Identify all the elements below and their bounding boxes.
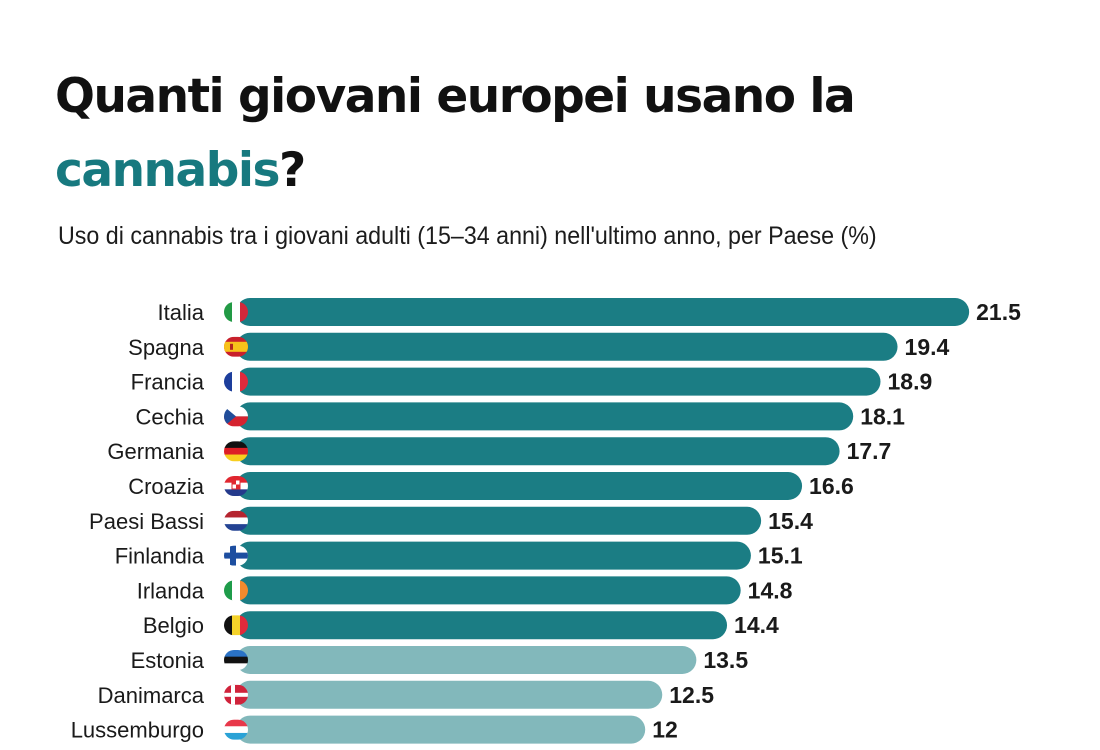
flag-luxembourg-icon: [224, 719, 248, 740]
value-label-irlanda: 14.8: [748, 577, 793, 603]
category-label-francia: Francia: [131, 370, 205, 395]
value-label-belgio: 14.4: [734, 612, 779, 638]
bar-danimarca: [236, 680, 663, 709]
category-label-irlanda: Irlanda: [137, 578, 205, 603]
value-label-finlandia: 15.1: [758, 543, 803, 569]
page-title: Quanti giovani europei usano la cannabis…: [55, 60, 856, 208]
bar-cechia: [236, 402, 854, 431]
flag-italy-icon: [224, 302, 248, 322]
value-label-germania: 17.7: [847, 438, 892, 464]
category-label-italia: Italia: [158, 300, 205, 325]
bar-lussemburgo: [236, 715, 646, 744]
flag-germany-icon: [224, 441, 248, 462]
bar-spagna: [236, 332, 898, 361]
bar-germania: [236, 437, 840, 466]
bar-irlanda: [236, 576, 741, 605]
title-line-1: Quanti giovani europei usano la: [55, 69, 856, 124]
value-label-estonia: 13.5: [703, 647, 748, 673]
category-label-estonia: Estonia: [131, 648, 205, 673]
value-label-lussemburgo: 12: [652, 717, 678, 743]
bar-italia: [236, 298, 970, 326]
value-label-francia: 18.9: [887, 369, 932, 395]
bar-finlandia: [236, 541, 751, 570]
flag-denmark-icon: [224, 684, 248, 705]
value-label-danimarca: 12.5: [669, 682, 714, 708]
category-label-cechia: Cechia: [136, 404, 205, 429]
bar-francia: [236, 367, 881, 396]
flag-finland-icon: [224, 545, 248, 566]
category-label-lussemburgo: Lussemburgo: [71, 718, 204, 743]
value-label-paesi-bassi: 15.4: [768, 508, 813, 534]
bar-estonia: [236, 646, 697, 674]
value-label-cechia: 18.1: [860, 403, 905, 429]
flag-france-icon: [224, 371, 248, 392]
value-label-italia: 21.5: [976, 299, 1021, 325]
title-end: ?: [278, 143, 306, 198]
category-label-croazia: Croazia: [128, 474, 205, 499]
value-label-croazia: 16.6: [809, 473, 854, 499]
flag-netherlands-icon: [224, 510, 248, 531]
flag-czechia-icon: [224, 406, 248, 427]
category-label-finlandia: Finlandia: [115, 544, 205, 569]
category-label-spagna: Spagna: [128, 335, 205, 360]
category-label-belgio: Belgio: [143, 613, 204, 638]
bar-croazia: [236, 472, 803, 500]
chart-subtitle: Uso di cannabis tra i giovani adulti (15…: [58, 222, 877, 250]
value-label-spagna: 19.4: [905, 334, 950, 360]
flag-belgium-icon: [224, 615, 248, 636]
title-accent-word: cannabis: [55, 143, 280, 198]
flag-ireland-icon: [224, 580, 248, 601]
category-label-danimarca: Danimarca: [98, 683, 205, 708]
category-label-germania: Germania: [107, 439, 204, 464]
category-label-paesi-bassi: Paesi Bassi: [89, 509, 204, 534]
bar-paesi-bassi: [236, 506, 762, 535]
bar-belgio: [236, 611, 728, 640]
flag-croatia-icon: [224, 476, 248, 496]
flag-estonia-icon: [224, 650, 248, 670]
flag-spain-icon: [224, 336, 248, 357]
